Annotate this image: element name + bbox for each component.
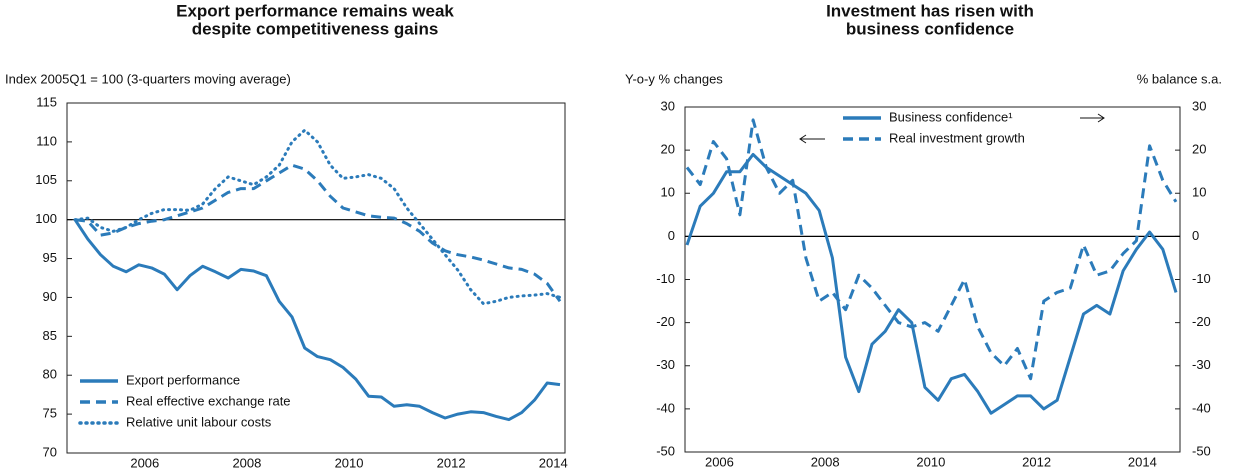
x-tick-label: 2006	[705, 454, 734, 469]
x-tick-label: 2014	[539, 455, 568, 470]
y2-tick-label: 0	[1192, 228, 1199, 243]
y-tick-label: 100	[35, 211, 57, 226]
series-line	[74, 163, 562, 303]
arrow-right	[1080, 113, 1105, 123]
y2-axis-label: % balance s.a.	[1137, 71, 1222, 86]
legend-label: Business confidence¹	[889, 109, 1013, 124]
series-line	[73, 218, 561, 422]
y2-tick-label: -50	[1192, 443, 1211, 458]
y2-tick-label: -40	[1192, 400, 1211, 415]
arrow-left	[799, 134, 825, 144]
y-tick-label: -20	[656, 314, 675, 329]
y-tick-label: 30	[661, 98, 675, 113]
y2-tick-label: 10	[1192, 185, 1206, 200]
y-tick-label: 115	[36, 94, 57, 109]
x-tick-label: 2012	[1022, 454, 1051, 469]
y-tick-label: -30	[656, 357, 675, 372]
chart-title: Export performance remains weak	[176, 1, 454, 20]
x-tick-label: 2008	[232, 455, 261, 470]
y-tick-label: 95	[43, 250, 57, 265]
y-tick-label: 0	[668, 228, 675, 243]
legend-label: Relative unit labour costs	[126, 414, 272, 429]
y-tick-label: 110	[36, 133, 57, 148]
series-line	[685, 118, 1178, 381]
chart-title: business confidence	[846, 19, 1014, 38]
legend-label: Real effective exchange rate	[126, 393, 291, 408]
plot-frame	[66, 102, 566, 454]
y-tick-label: -40	[656, 400, 675, 415]
x-tick-label: 2008	[811, 454, 840, 469]
x-tick-label: 2012	[437, 455, 466, 470]
y-axis-label: Index 2005Q1 = 100 (3-quarters moving av…	[5, 71, 291, 86]
y-tick-label: 75	[43, 406, 57, 421]
y-axis-label: Y-o-y % changes	[625, 71, 723, 86]
y-tick-label: 20	[661, 142, 675, 157]
y-tick-label: 105	[35, 172, 57, 187]
y-tick-label: 80	[43, 367, 57, 382]
series-line	[685, 152, 1178, 415]
series-line	[73, 128, 562, 306]
y-tick-label: -50	[656, 443, 675, 458]
y2-tick-label: 20	[1192, 142, 1206, 157]
arrows	[799, 113, 1105, 144]
y-tick-label: 90	[43, 289, 57, 304]
x-tick-label: 2014	[1128, 454, 1157, 469]
y2-tick-label: -30	[1192, 357, 1211, 372]
x-tick-label: 2010	[916, 454, 945, 469]
chart-title: despite competitiveness gains	[192, 19, 439, 38]
y2-tick-label: 30	[1192, 98, 1206, 113]
y-tick-label: -10	[656, 271, 675, 286]
legend-label: Export performance	[126, 372, 240, 387]
y2-tick-label: -10	[1192, 271, 1211, 286]
x-tick-label: 2010	[335, 455, 364, 470]
chart-title: Investment has risen with	[826, 1, 1034, 20]
y-tick-label: 85	[43, 328, 57, 343]
y-tick-label: 10	[661, 185, 675, 200]
y2-tick-label: -20	[1192, 314, 1211, 329]
legend-label: Real investment growth	[889, 130, 1025, 145]
y-tick-label: 70	[43, 444, 57, 459]
x-tick-label: 2006	[130, 455, 159, 470]
